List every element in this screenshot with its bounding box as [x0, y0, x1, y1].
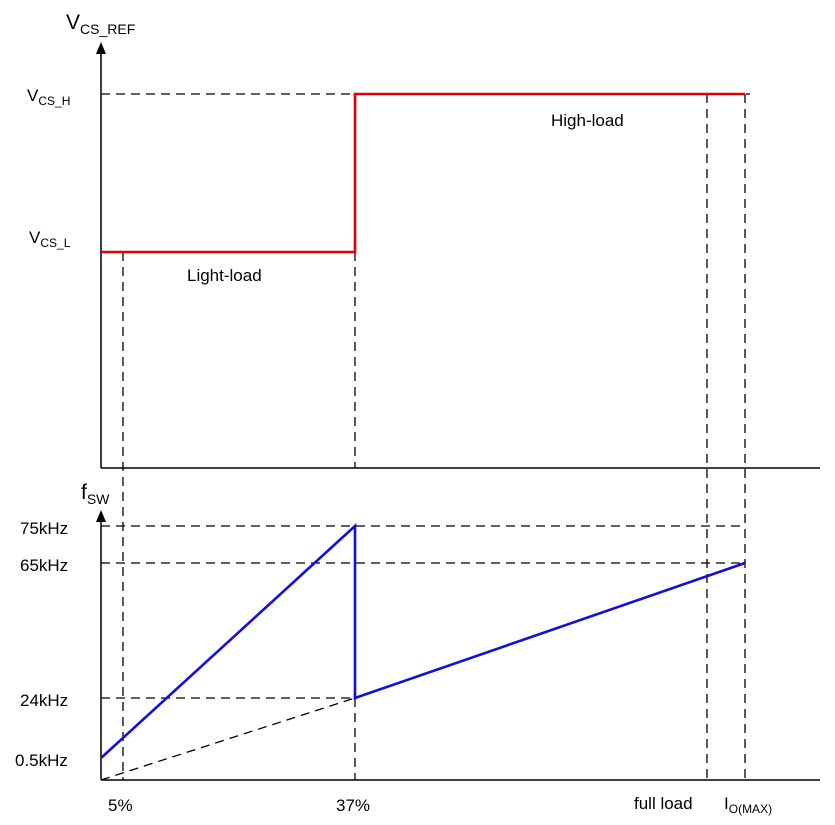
top-panel-axes — [96, 42, 820, 469]
top-y-axis-arrow — [96, 42, 106, 54]
annotation-light-load: Light-load — [187, 266, 262, 285]
xlabel-io-max: IO(MAX) — [724, 794, 772, 816]
ytick-0-5khz: 0.5kHz — [15, 751, 68, 770]
bottom-panel-axes — [96, 510, 820, 781]
bottom-y-axis-arrow — [96, 510, 106, 522]
guide-lines — [100, 93, 750, 781]
xtick-37pct: 37% — [336, 796, 370, 815]
ytick-65khz: 65kHz — [20, 556, 68, 575]
xlabel-full-load: full load — [634, 794, 693, 813]
ytick-24khz: 24kHz — [20, 691, 68, 710]
fsw-series-line — [100, 523, 746, 759]
top-y-axis-label: VCS_REF — [66, 11, 135, 37]
xtick-5pct: 5% — [108, 796, 133, 815]
ytick-vcs-h: VCS_H — [27, 86, 70, 108]
ytick-vcs-l: VCS_L — [29, 228, 71, 250]
bottom-y-axis-label: fSW — [81, 481, 110, 507]
ytick-75khz: 75kHz — [20, 519, 68, 538]
vcs-ref-series-line — [101, 92, 745, 254]
annotation-high-load: High-load — [551, 111, 624, 130]
guide-extrapolation — [100, 697, 356, 781]
